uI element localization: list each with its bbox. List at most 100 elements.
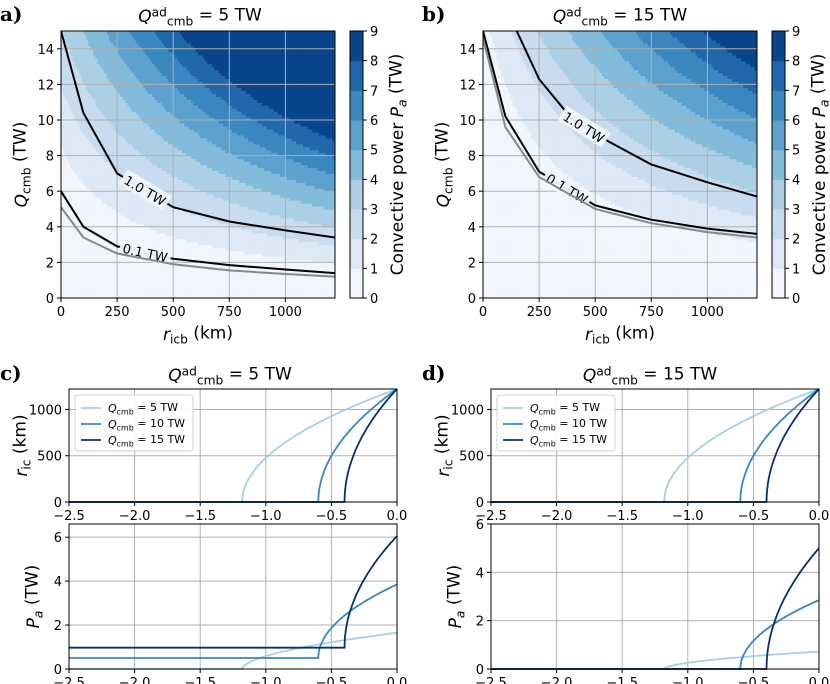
heatmap-cell (95, 214, 99, 219)
heatmap-cell (172, 75, 176, 80)
heatmap-cell (92, 155, 96, 160)
heatmap-cell (161, 66, 165, 71)
heatmap-cell (150, 158, 153, 163)
heatmap-cell (70, 182, 74, 186)
heatmap-cell (90, 280, 94, 284)
heatmap-cell (83, 211, 87, 216)
heatmap-cell (61, 223, 64, 228)
heatmap-cell (156, 54, 160, 59)
heatmap-cell (88, 51, 92, 56)
heatmap-cell (95, 39, 99, 44)
heatmap-cell (79, 223, 83, 228)
heatmap-cell (127, 262, 131, 266)
heatmap-cell (166, 241, 169, 246)
heatmap-cell (86, 220, 89, 225)
heatmap-cell (166, 36, 169, 41)
heatmap-cell (134, 87, 137, 91)
heatmap-cell (186, 280, 190, 284)
heatmap-cell (108, 292, 112, 296)
heatmap-cell (140, 235, 144, 240)
heatmap-cell (108, 283, 112, 287)
heatmap-cell (90, 185, 94, 189)
heatmap-cell (113, 176, 117, 180)
heatmap-cell (83, 185, 87, 189)
heatmap-cell (172, 125, 176, 130)
heatmap-cell (150, 87, 153, 91)
heatmap-cell (170, 191, 174, 195)
heatmap-cell (106, 99, 110, 103)
heatmap-cell (163, 188, 167, 192)
heatmap-cell (156, 265, 160, 269)
heatmap-cell (90, 117, 94, 121)
heatmap-cell (156, 238, 160, 243)
heatmap-cell (76, 161, 80, 166)
heatmap-cell (140, 268, 144, 272)
heatmap-cell (86, 200, 89, 204)
heatmap-cell (88, 235, 92, 240)
heatmap-cell (127, 60, 131, 65)
heatmap-cell (95, 33, 99, 38)
heatmap-cell (140, 63, 144, 68)
heatmap-cell (156, 182, 160, 186)
heatmap-cell (74, 235, 78, 240)
heatmap-cell (76, 51, 80, 56)
heatmap-cell (168, 63, 172, 68)
heatmap-cell (79, 33, 83, 38)
heatmap-cell (175, 241, 179, 246)
heatmap-cell (61, 128, 64, 133)
heatmap-cell (134, 194, 137, 198)
heatmap-cell (156, 214, 160, 219)
heatmap-cell (86, 78, 89, 83)
heatmap-cell (95, 259, 99, 263)
heatmap-cell (182, 250, 185, 255)
heatmap-cell (145, 137, 149, 142)
heatmap-cell (83, 209, 87, 213)
heatmap-cell (67, 96, 71, 100)
heatmap-cell (67, 265, 71, 269)
heatmap-cell (156, 108, 160, 112)
heatmap-cell (131, 262, 135, 266)
heatmap-cell (159, 78, 163, 83)
heatmap-cell (79, 167, 83, 172)
heatmap-cell (163, 72, 167, 77)
heatmap-cell (113, 99, 117, 103)
heatmap-cell (127, 220, 131, 225)
heatmap-cell (163, 90, 167, 94)
heatmap-cell (159, 209, 163, 213)
heatmap-cell (90, 60, 94, 65)
heatmap-cell (79, 60, 83, 65)
heatmap-cell (177, 57, 181, 62)
heatmap-cell (65, 161, 69, 166)
heatmap-cell (81, 256, 85, 261)
heatmap-cell (127, 99, 131, 103)
heatmap-cell (134, 265, 137, 269)
heatmap-cell (65, 96, 69, 100)
heatmap-cell (168, 111, 172, 115)
heatmap-cell (172, 134, 176, 139)
heatmap-cell (72, 211, 76, 216)
heatmap-cell (95, 87, 99, 91)
heatmap-cell (83, 292, 87, 296)
heatmap-cell (76, 211, 80, 216)
heatmap-cell (65, 66, 69, 71)
heatmap-cell (81, 203, 85, 207)
heatmap-cell (170, 48, 174, 53)
heatmap-cell (67, 39, 71, 44)
heatmap-cell (177, 188, 181, 192)
heatmap-cell (70, 134, 74, 139)
heatmap-cell (99, 140, 103, 145)
heatmap-cell (120, 111, 124, 115)
heatmap-cell (72, 48, 76, 53)
heatmap-cell (136, 87, 140, 91)
heatmap-cell (150, 102, 153, 106)
heatmap-cell (120, 146, 124, 151)
heatmap-cell (147, 93, 151, 97)
heatmap-cell (120, 114, 124, 118)
heatmap-cell (179, 241, 183, 246)
heatmap-cell (70, 45, 74, 50)
heatmap-cell (122, 191, 126, 195)
heatmap-cell (184, 45, 188, 50)
heatmap-cell (122, 265, 126, 269)
heatmap-cell (150, 223, 153, 228)
heatmap-cell (72, 244, 76, 249)
